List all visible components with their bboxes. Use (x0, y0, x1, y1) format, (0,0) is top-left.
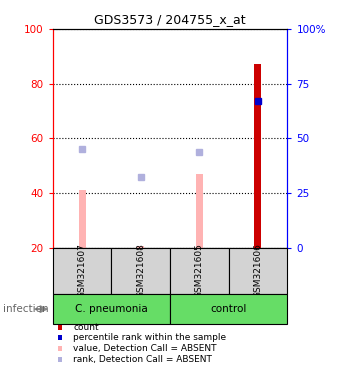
Bar (53, 294, 170, 324)
Bar (53, 248, 112, 294)
Text: control: control (210, 304, 247, 314)
Text: GSM321608: GSM321608 (136, 243, 145, 298)
Text: GSM321605: GSM321605 (195, 243, 204, 298)
Text: value, Detection Call = ABSENT: value, Detection Call = ABSENT (73, 344, 217, 353)
Bar (137, 246, 144, 248)
Text: rank, Detection Call = ABSENT: rank, Detection Call = ABSENT (73, 355, 212, 364)
Text: GDS3573 / 204755_x_at: GDS3573 / 204755_x_at (94, 13, 246, 26)
Bar (79, 190, 86, 248)
Bar (229, 248, 287, 294)
Bar (170, 294, 287, 324)
Bar (196, 174, 203, 248)
Bar (254, 65, 261, 248)
Text: GSM321606: GSM321606 (254, 243, 262, 298)
Text: percentile rank within the sample: percentile rank within the sample (73, 333, 226, 343)
Text: count: count (73, 323, 99, 332)
Bar (112, 248, 170, 294)
Text: GSM321607: GSM321607 (78, 243, 86, 298)
Text: C. pneumonia: C. pneumonia (75, 304, 148, 314)
Bar (170, 248, 228, 294)
Text: infection: infection (3, 304, 49, 314)
